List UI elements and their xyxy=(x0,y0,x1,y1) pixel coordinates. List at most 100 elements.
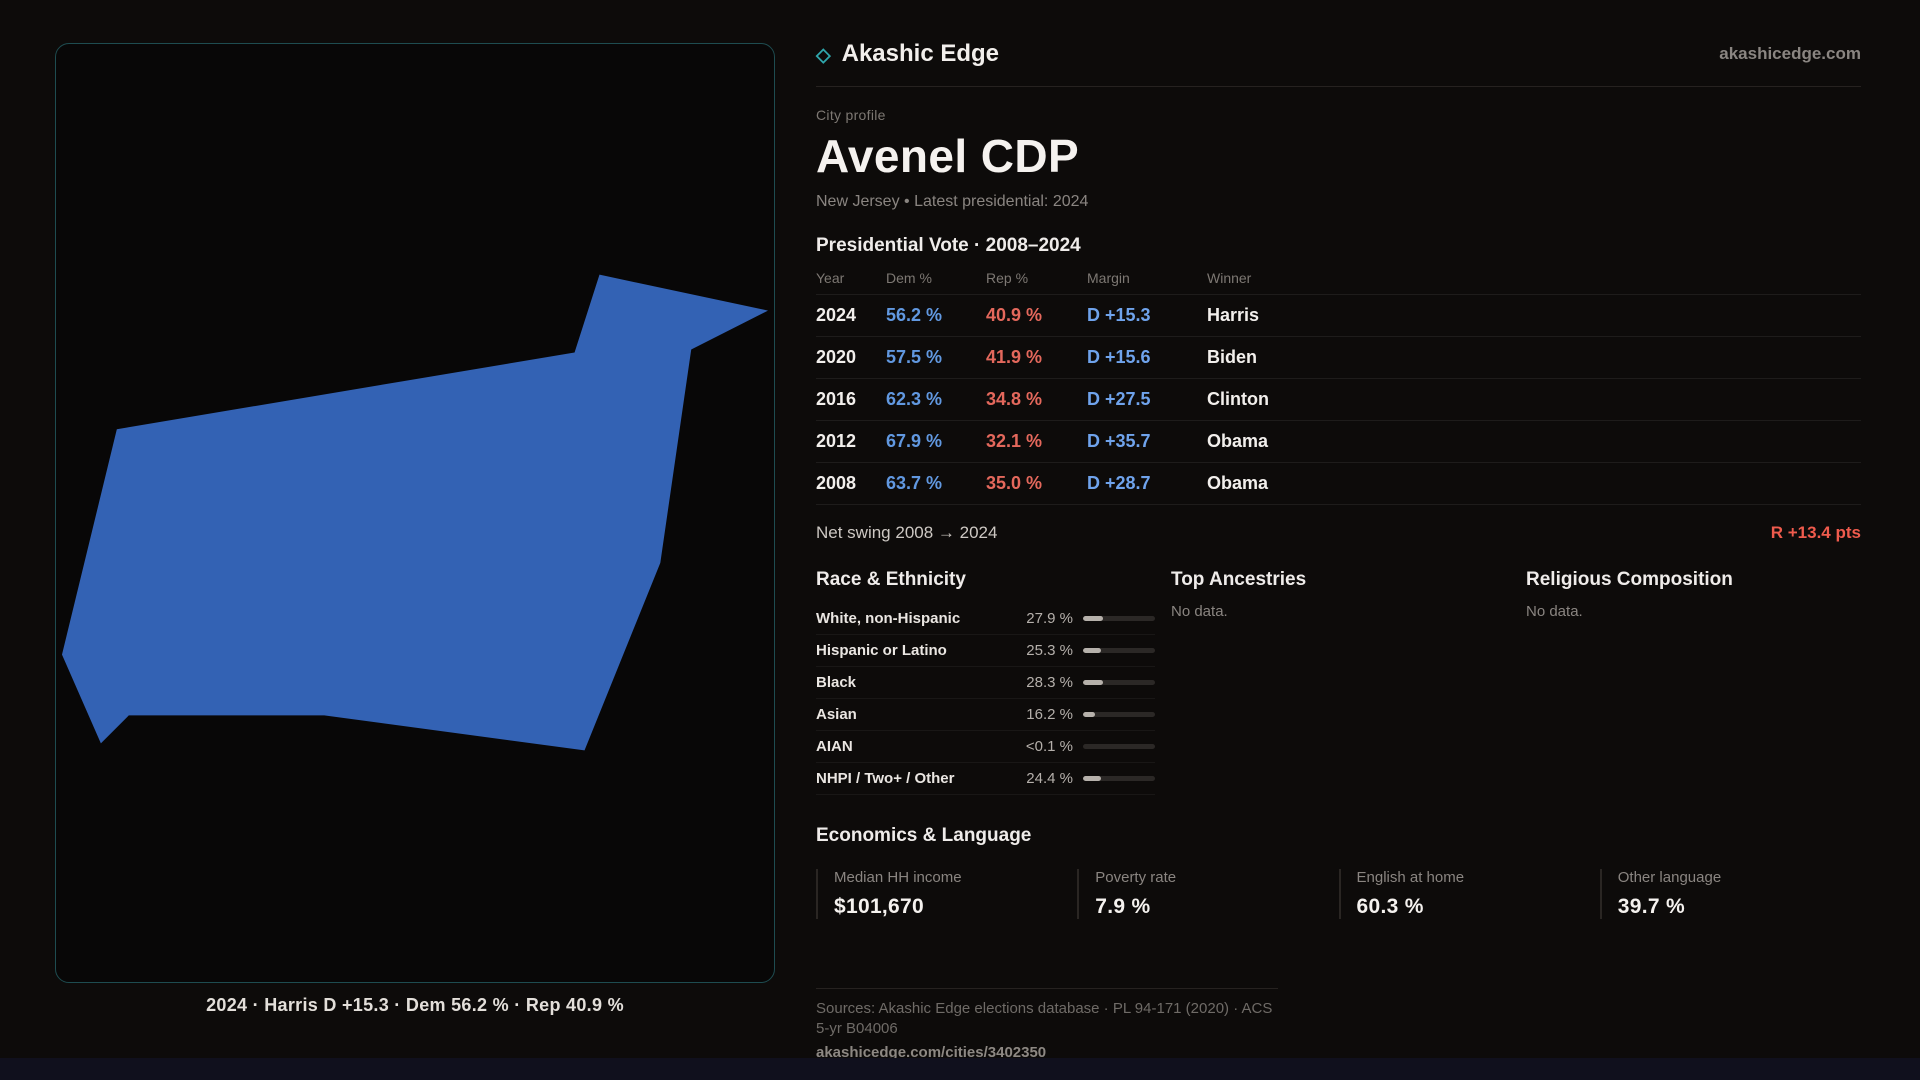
race-label: Asian xyxy=(816,706,857,723)
race-value: 24.4 % xyxy=(1026,770,1073,787)
race-bar-fill xyxy=(1083,712,1095,717)
race-value: 27.9 % xyxy=(1026,610,1073,627)
vote-winner: Clinton xyxy=(1207,389,1269,409)
stat-label: Other language xyxy=(1617,869,1722,886)
vote-rep-pct: 32.1 % xyxy=(986,431,1043,451)
vote-margin: D +15.6 xyxy=(1087,347,1151,367)
economics-title: Economics & Language xyxy=(816,825,1032,846)
bottom-bar xyxy=(0,1058,1920,1080)
race-row: Black 28.3 % xyxy=(816,667,1155,699)
race-value: 25.3 % xyxy=(1026,642,1073,659)
vote-margin: D +28.7 xyxy=(1087,473,1151,493)
vote-winner: Obama xyxy=(1207,473,1269,493)
vote-rep-pct: 34.8 % xyxy=(986,389,1043,409)
vote-winner: Harris xyxy=(1207,305,1260,325)
city-boundary-shape[interactable] xyxy=(61,274,769,751)
vote-year: 2024 xyxy=(816,305,857,325)
map-caption: 2024 · Harris D +15.3 · Dem 56.2 % · Rep… xyxy=(206,995,624,1015)
race-row: Hispanic or Latino 25.3 % xyxy=(816,635,1155,667)
vote-winner: Biden xyxy=(1207,347,1258,367)
race-bar xyxy=(1083,648,1155,653)
vote-table-row: 2020 57.5 % 41.9 % D +15.6 Biden xyxy=(816,337,1861,379)
col-margin: Margin xyxy=(1087,269,1130,286)
race-row: AIAN <0.1 % xyxy=(816,731,1155,763)
profile-panel: ◇ Akashic Edge akashicedge.com City prof… xyxy=(816,40,1861,919)
race-bar xyxy=(1083,776,1155,781)
net-swing-label: Net swing 2008 → 2024 xyxy=(816,523,998,542)
race-value: 16.2 % xyxy=(1026,706,1073,723)
site-link[interactable]: akashicedge.com xyxy=(1719,44,1861,63)
religion-empty: No data. xyxy=(1526,603,1583,620)
brand-diamond-icon: ◇ xyxy=(816,44,831,66)
vote-rep-pct: 40.9 % xyxy=(986,305,1043,325)
vote-dem-pct: 67.9 % xyxy=(886,431,943,451)
stat-block: English at home 60.3 % xyxy=(1338,869,1600,919)
footer: Sources: Akashic Edge elections database… xyxy=(816,988,1278,1062)
ancestries-column: Top Ancestries No data. xyxy=(1171,569,1510,795)
vote-year: 2008 xyxy=(816,473,857,493)
vote-dem-pct: 57.5 % xyxy=(886,347,943,367)
race-label: White, non-Hispanic xyxy=(816,610,961,627)
net-swing-value: R +13.4 pts xyxy=(1770,523,1861,542)
vote-table-header: Year Dem % Rep % Margin Winner xyxy=(816,261,1861,295)
vote-rep-pct: 41.9 % xyxy=(986,347,1043,367)
religion-title: Religious Composition xyxy=(1526,569,1733,590)
race-title: Race & Ethnicity xyxy=(816,569,966,590)
race-bar xyxy=(1083,712,1155,717)
race-bar-fill xyxy=(1083,680,1104,685)
race-bar xyxy=(1083,744,1155,749)
race-value: 28.3 % xyxy=(1026,674,1073,691)
vote-table-row: 2024 56.2 % 40.9 % D +15.3 Harris xyxy=(816,295,1861,337)
vote-year: 2012 xyxy=(816,431,857,451)
ancestries-title: Top Ancestries xyxy=(1171,569,1307,590)
profile-meta: New Jersey • Latest presidential: 2024 xyxy=(816,193,1089,210)
stat-block: Other language 39.7 % xyxy=(1599,869,1861,919)
brand-name: Akashic Edge xyxy=(841,40,1000,67)
race-bar xyxy=(1083,616,1155,621)
city-map-panel xyxy=(55,43,775,983)
race-label: AIAN xyxy=(816,738,853,755)
col-dem: Dem % xyxy=(886,269,932,286)
vote-winner: Obama xyxy=(1207,431,1269,451)
stat-block: Poverty rate 7.9 % xyxy=(1077,869,1338,919)
brand[interactable]: ◇ Akashic Edge xyxy=(816,40,999,68)
vote-table-row: 2016 62.3 % 34.8 % D +27.5 Clinton xyxy=(816,379,1861,421)
race-row: NHPI / Two+ / Other 24.4 % xyxy=(816,763,1155,795)
col-year: Year xyxy=(816,269,845,286)
vote-table-row: 2012 67.9 % 32.1 % D +35.7 Obama xyxy=(816,421,1861,463)
vote-dem-pct: 62.3 % xyxy=(886,389,943,409)
race-label: Black xyxy=(816,674,857,691)
race-row: White, non-Hispanic 27.9 % xyxy=(816,603,1155,635)
stat-block: Median HH income $101,670 xyxy=(816,869,1077,919)
race-value: <0.1 % xyxy=(1025,738,1073,755)
race-label: NHPI / Two+ / Other xyxy=(816,770,955,787)
city-map xyxy=(61,274,769,751)
race-label: Hispanic or Latino xyxy=(816,642,947,659)
vote-year: 2016 xyxy=(816,389,857,409)
religion-column: Religious Composition No data. xyxy=(1526,569,1861,795)
eyebrow-label: City profile xyxy=(816,107,886,123)
col-winner: Winner xyxy=(1207,269,1252,286)
vote-dem-pct: 56.2 % xyxy=(886,305,943,325)
col-rep: Rep % xyxy=(986,269,1029,286)
stat-value: 7.9 % xyxy=(1095,895,1151,918)
permalink[interactable]: akashicedge.com/cities/3402350 xyxy=(816,1044,1047,1061)
vote-rep-pct: 35.0 % xyxy=(986,473,1043,493)
stat-value: 60.3 % xyxy=(1356,895,1424,918)
net-swing-row: Net swing 2008 → 2024 R +13.4 pts xyxy=(816,505,1861,543)
vote-margin: D +35.7 xyxy=(1087,431,1151,451)
vote-table-row: 2008 63.7 % 35.0 % D +28.7 Obama xyxy=(816,463,1861,505)
stat-value: 39.7 % xyxy=(1617,895,1685,918)
vote-section-title: Presidential Vote · 2008–2024 xyxy=(816,235,1081,256)
sources-text: Sources: Akashic Edge elections database… xyxy=(816,1000,1273,1037)
ancestries-empty: No data. xyxy=(1171,603,1228,620)
stat-label: Poverty rate xyxy=(1095,869,1177,886)
vote-margin: D +27.5 xyxy=(1087,389,1151,409)
race-bar xyxy=(1083,680,1155,685)
race-bar-fill xyxy=(1083,648,1102,653)
race-bar-fill xyxy=(1083,776,1101,781)
race-bar-fill xyxy=(1083,616,1104,621)
stat-value: $101,670 xyxy=(834,895,924,918)
vote-year: 2020 xyxy=(816,347,857,367)
vote-table-body: 2024 56.2 % 40.9 % D +15.3 Harris 2020 5… xyxy=(816,295,1861,505)
